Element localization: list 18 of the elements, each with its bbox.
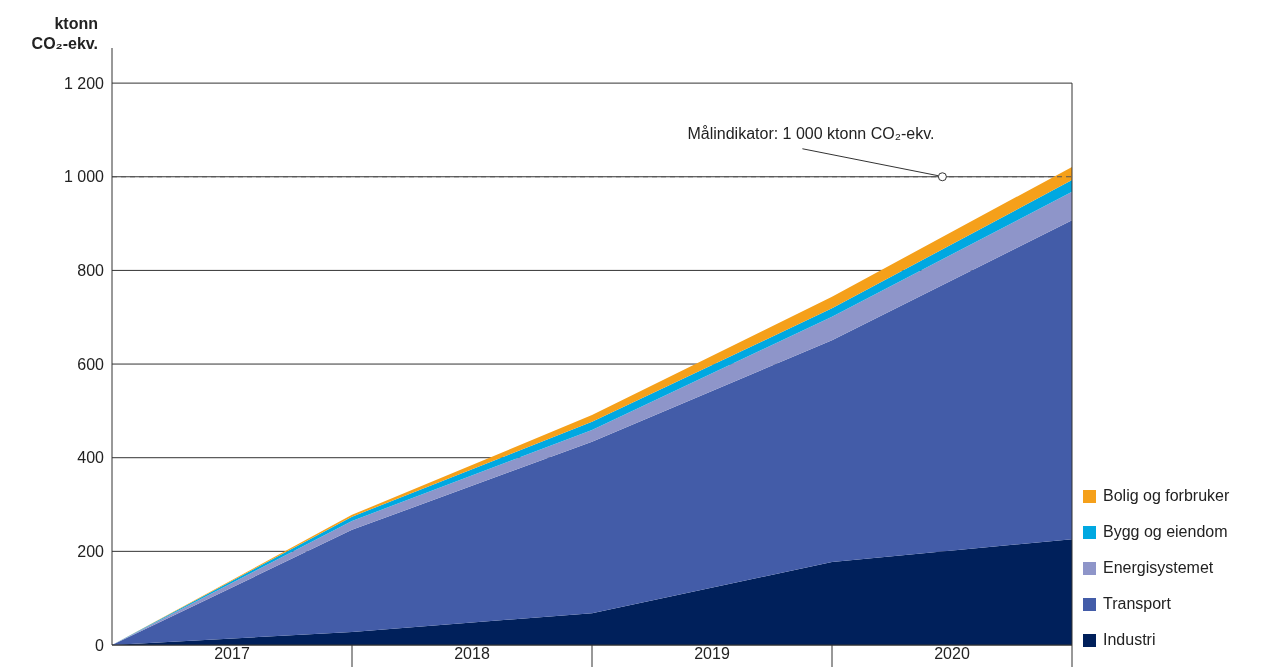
annotation: Målindikator: 1 000 ktonn CO₂-ekv. — [687, 124, 935, 142]
legend-label: Industri — [1103, 631, 1156, 649]
y-tick-label: 800 — [77, 262, 105, 280]
legend-label: Bolig og forbruker — [1103, 487, 1230, 505]
y-tick-label: 0 — [95, 636, 105, 654]
legend-label: Transport — [1103, 595, 1171, 613]
y-tick-label: 400 — [77, 449, 105, 467]
y-tick-label: 600 — [77, 355, 105, 373]
x-tick-label: 2018 — [454, 645, 490, 662]
legend-label: Bygg og eiendom — [1103, 523, 1228, 541]
y-axis-title: ktonn CO₂-ekv. — [30, 14, 98, 54]
legend-label: Energisystemet — [1103, 559, 1214, 577]
y-tick-label: 1 200 — [63, 74, 105, 92]
x-tick-label: 2019 — [694, 645, 730, 662]
x-tick-label: 2017 — [214, 645, 250, 662]
y-tick-label: 200 — [77, 543, 105, 561]
y-tick-label: 1 000 — [63, 168, 105, 186]
x-tick-label: 2020 — [934, 645, 970, 662]
